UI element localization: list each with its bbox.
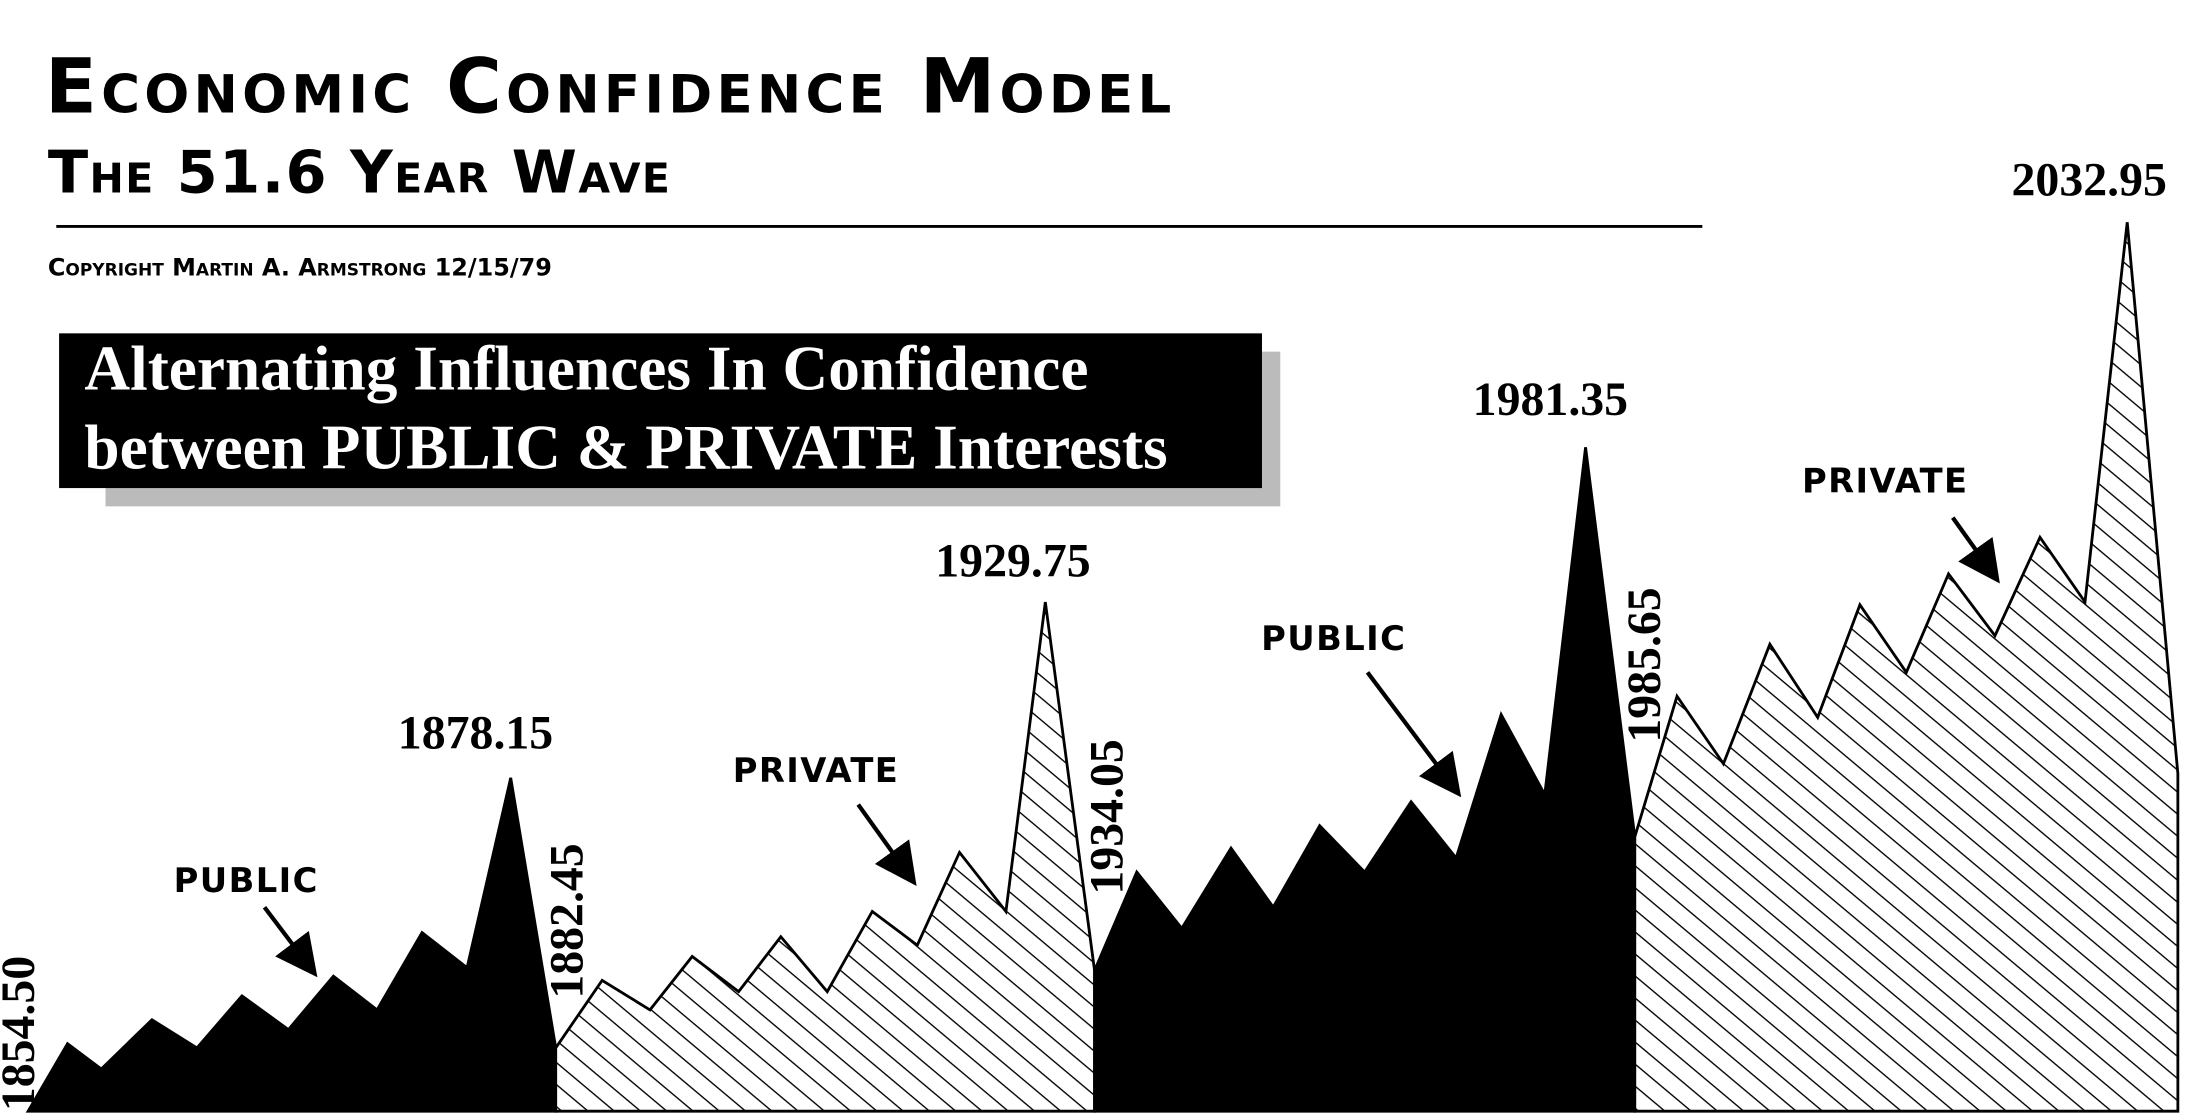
- copyright: Copyright Martin A. Armstrong 12/15/79: [48, 254, 552, 282]
- phase-label: PUBLIC: [174, 861, 319, 900]
- banner: [59, 333, 1262, 489]
- peak-date: 2032.95: [2012, 154, 2167, 207]
- arrow: [1951, 516, 2000, 584]
- arrow: [1365, 671, 1462, 798]
- phase-label: PRIVATE: [1802, 461, 1969, 500]
- start-date: 1985.65: [1618, 587, 1671, 742]
- start-date: 1854.50: [0, 956, 45, 1111]
- wave-private: [1633, 222, 2180, 1113]
- banner-line: between PUBLIC & PRIVATE Interests: [84, 412, 1167, 482]
- start-date: 1934.05: [1081, 739, 1134, 894]
- wave-private: [554, 601, 1096, 1113]
- peak-date: 1929.75: [935, 535, 1090, 588]
- banner-line: Alternating Influences In Confidence: [84, 334, 1088, 404]
- wave-public: [25, 777, 558, 1113]
- title: Economic Confidence Model: [45, 42, 1175, 131]
- peak-date: 1878.15: [398, 706, 553, 759]
- arrow: [856, 803, 917, 886]
- arrow: [262, 905, 318, 978]
- phase-label: PRIVATE: [733, 751, 900, 790]
- peak-date: 1981.35: [1473, 373, 1628, 426]
- wave-public: [1093, 447, 1637, 1113]
- subtitle: The 51.6 Year Wave: [48, 138, 671, 207]
- phase-label: PUBLIC: [1261, 619, 1406, 658]
- start-date: 1882.45: [540, 843, 593, 998]
